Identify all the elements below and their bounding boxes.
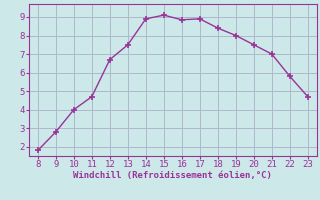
X-axis label: Windchill (Refroidissement éolien,°C): Windchill (Refroidissement éolien,°C) bbox=[73, 171, 272, 180]
